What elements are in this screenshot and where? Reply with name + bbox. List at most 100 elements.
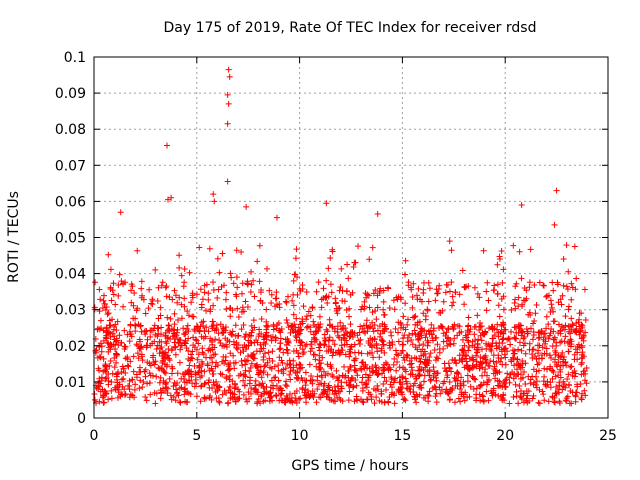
- data-point: [98, 348, 105, 355]
- data-point: [376, 354, 383, 361]
- data-point: [233, 274, 240, 281]
- data-point: [290, 357, 297, 364]
- data-point: [396, 364, 403, 371]
- data-point: [465, 347, 472, 354]
- data-point: [270, 323, 277, 330]
- data-point: [471, 284, 478, 291]
- data-point: [580, 353, 587, 360]
- data-point: [362, 371, 369, 378]
- data-point: [386, 394, 393, 401]
- data-point: [574, 381, 581, 388]
- data-point: [540, 282, 547, 289]
- data-point: [151, 361, 158, 368]
- data-point: [126, 338, 133, 345]
- data-point: [244, 398, 251, 405]
- data-point: [564, 339, 571, 346]
- data-point: [114, 394, 121, 401]
- data-point: [350, 264, 357, 271]
- data-point: [185, 377, 192, 384]
- data-point: [149, 296, 156, 303]
- data-point: [573, 275, 580, 282]
- data-point: [156, 379, 163, 386]
- data-point: [378, 388, 385, 395]
- data-point: [547, 363, 554, 370]
- data-point: [504, 336, 511, 343]
- data-point: [374, 327, 381, 334]
- data-point: [557, 327, 564, 334]
- data-point-outlier: [211, 198, 218, 205]
- data-point: [248, 385, 255, 392]
- data-point: [445, 390, 452, 397]
- data-point: [536, 279, 543, 286]
- data-point-outlier: [551, 221, 558, 228]
- data-point: [541, 397, 548, 404]
- data-point: [489, 392, 496, 399]
- data-point: [260, 368, 267, 375]
- data-point: [453, 360, 460, 367]
- data-point: [184, 389, 191, 396]
- data-point: [536, 400, 543, 407]
- data-point: [149, 354, 156, 361]
- data-point: [460, 378, 467, 385]
- data-point: [473, 395, 480, 402]
- data-point-outlier: [163, 142, 170, 149]
- data-point: [308, 341, 315, 348]
- data-point: [282, 365, 289, 372]
- data-point: [164, 361, 171, 368]
- data-point: [464, 378, 471, 385]
- data-point: [450, 299, 457, 306]
- data-point: [351, 398, 358, 405]
- data-point: [380, 298, 387, 305]
- data-point: [400, 313, 407, 320]
- data-point: [347, 378, 354, 385]
- data-point: [394, 329, 401, 336]
- data-point: [303, 313, 310, 320]
- data-point: [474, 340, 481, 347]
- data-point: [246, 368, 253, 375]
- data-point: [237, 349, 244, 356]
- data-point: [182, 329, 189, 336]
- data-point: [341, 341, 348, 348]
- data-point: [203, 354, 210, 361]
- data-point: [149, 372, 156, 379]
- data-point: [100, 292, 107, 299]
- data-point: [515, 321, 522, 328]
- data-point: [498, 355, 505, 362]
- data-point: [245, 337, 252, 344]
- data-point: [578, 342, 585, 349]
- data-point: [276, 301, 283, 308]
- x-tick-label: 20: [496, 428, 514, 444]
- data-point: [295, 353, 302, 360]
- data-point: [523, 326, 530, 333]
- data-point: [511, 324, 518, 331]
- data-point: [472, 376, 479, 383]
- data-point: [491, 331, 498, 338]
- data-point: [320, 368, 327, 375]
- data-point: [100, 355, 107, 362]
- data-point: [111, 354, 118, 361]
- data-point: [162, 329, 169, 336]
- data-point: [563, 362, 570, 369]
- data-point: [381, 321, 388, 328]
- data-point: [193, 393, 200, 400]
- data-point: [138, 285, 145, 292]
- data-point: [549, 375, 556, 382]
- data-point: [146, 380, 153, 387]
- data-point: [346, 333, 353, 340]
- data-point: [404, 338, 411, 345]
- data-point: [243, 346, 250, 353]
- data-point: [551, 356, 558, 363]
- data-point: [433, 377, 440, 384]
- data-point: [480, 379, 487, 386]
- data-point: [479, 392, 486, 399]
- data-point: [301, 389, 308, 396]
- data-point: [318, 380, 325, 387]
- data-point: [163, 293, 170, 300]
- data-point: [338, 379, 345, 386]
- data-point: [250, 317, 257, 324]
- data-point: [194, 356, 201, 363]
- data-point: [525, 388, 532, 395]
- data-point: [370, 328, 377, 335]
- axis-ticks: 0 5 10 15 20 25 0 0.01 0.02 0.03 0.04 0.05 0.06 0.07 0…: [55, 50, 617, 444]
- data-point: [180, 325, 187, 332]
